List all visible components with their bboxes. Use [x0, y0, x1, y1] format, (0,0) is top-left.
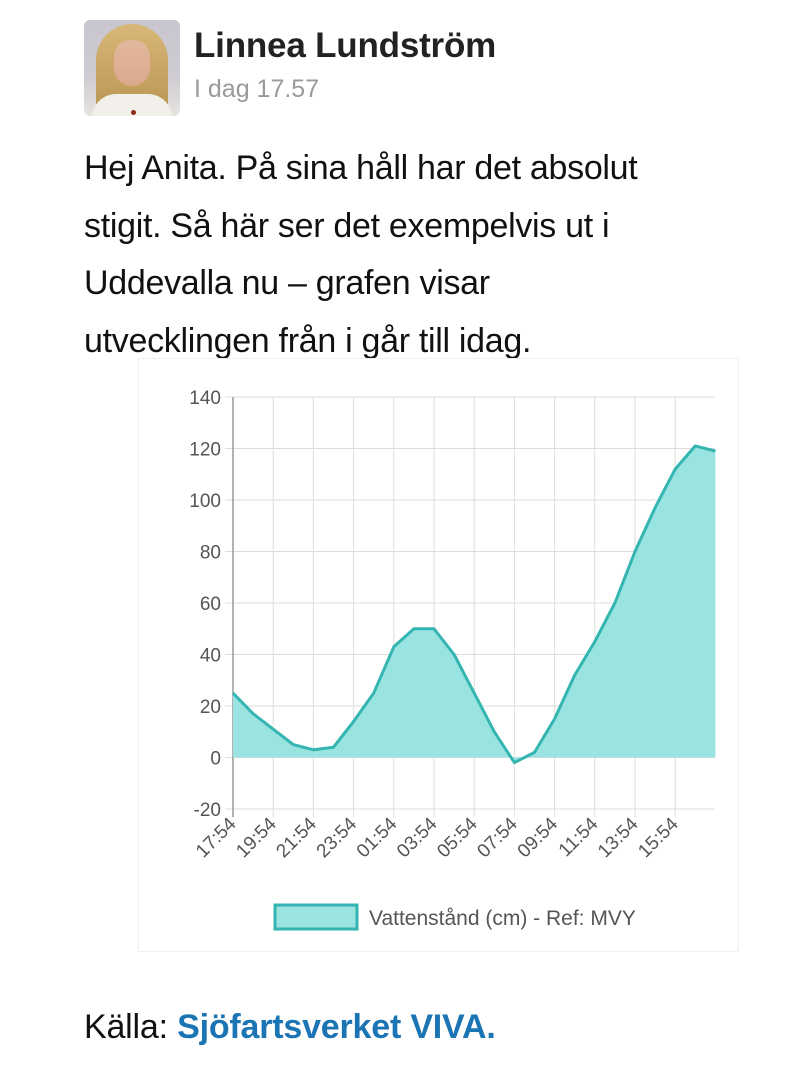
y-tick-label: -20	[194, 800, 221, 821]
x-tick-label: 05:54	[433, 813, 482, 862]
post-header: Linnea Lundström I dag 17.57	[84, 20, 496, 116]
avatar-shirt	[92, 94, 172, 116]
legend-swatch	[273, 903, 359, 931]
x-tick-label: 15:54	[634, 813, 683, 862]
post-body-line: Hej Anita. På sina håll har det absolut	[84, 149, 638, 187]
legend-label: Vattenstånd (cm) - Ref: MVY	[369, 907, 636, 930]
x-tick-label: 19:54	[232, 813, 281, 862]
author-info: Linnea Lundström I dag 17.57	[194, 20, 496, 116]
y-tick-label: 0	[210, 749, 221, 770]
y-tick-label: 60	[200, 594, 221, 615]
series-area	[233, 445, 716, 763]
author-name[interactable]: Linnea Lundström	[194, 26, 497, 65]
y-tick-label: 120	[189, 440, 221, 461]
source-label: Källa:	[84, 1008, 168, 1046]
x-tick-label: 21:54	[272, 813, 321, 862]
water-level-chart: 140 120 100 80 60 40 20 0 -20 17:54 19:54 21:54 23:5…	[138, 358, 739, 952]
x-tick-label: 23:54	[313, 813, 362, 862]
source-link[interactable]: Sjöfartsverket VIVA.	[177, 1008, 496, 1046]
post-body-line: stigit. Så här ser det exempelvis ut i	[84, 206, 610, 245]
avatar-pendant	[131, 110, 136, 115]
source-line: Källa: Sjöfartsverket VIVA.	[84, 1008, 496, 1047]
x-tick-label: 13:54	[594, 813, 643, 862]
y-tick-label: 40	[200, 646, 221, 667]
y-tick-label: 80	[200, 543, 221, 564]
x-tick-label: 01:54	[353, 813, 402, 862]
y-tick-label: 20	[200, 697, 221, 718]
avatar-face	[114, 40, 150, 86]
x-tick-label: 07:54	[473, 813, 522, 862]
post-body-line: Uddevalla nu – grafen visar	[84, 264, 490, 302]
post-body-line: utvecklingen från i går till idag.	[84, 321, 532, 360]
y-tick-label: 140	[189, 388, 221, 409]
y-tick-label: 100	[189, 491, 221, 512]
x-tick-label: 11:54	[555, 813, 603, 861]
x-tick-label: 09:54	[514, 813, 563, 862]
post-body: Hej Anita. På sina håll har det absolut …	[84, 140, 774, 370]
chart-canvas: 140120100806040200-2017:5419:5421:5423:5…	[189, 388, 716, 931]
x-tick-label: 03:54	[393, 813, 442, 862]
series-line	[231, 444, 716, 765]
author-avatar[interactable]	[84, 20, 180, 116]
post-timestamp: I dag 17.57	[194, 75, 320, 103]
